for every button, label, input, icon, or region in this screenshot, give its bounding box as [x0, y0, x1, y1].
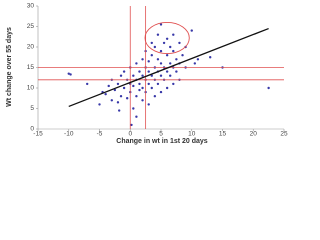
point [165, 37, 169, 40]
point [169, 74, 172, 77]
y-tick-label: 20 [27, 44, 35, 51]
point [135, 62, 138, 65]
point [156, 82, 160, 86]
point [178, 41, 181, 45]
point [132, 84, 135, 88]
point [104, 92, 107, 96]
point [172, 49, 175, 53]
point [138, 70, 141, 73]
point [150, 86, 153, 90]
y-axis-title: Wt change over 55 days [6, 27, 13, 107]
point [150, 41, 153, 45]
point [169, 45, 172, 49]
point [175, 70, 178, 73]
x-tick-label: 0 [128, 131, 132, 138]
point [132, 74, 135, 77]
point [190, 29, 193, 32]
point [162, 41, 166, 45]
point [138, 88, 141, 92]
point [119, 95, 123, 98]
highlight-ellipse [144, 21, 190, 55]
point [181, 54, 184, 57]
x-tick-label: 15 [219, 131, 227, 138]
y-tick-label: 5 [30, 105, 34, 112]
point [165, 54, 169, 57]
point [147, 70, 150, 73]
point [165, 86, 169, 90]
point [113, 88, 117, 92]
point [156, 33, 160, 36]
point [110, 99, 114, 102]
point [159, 49, 163, 53]
point [159, 23, 163, 26]
point [159, 62, 163, 65]
point [116, 82, 120, 86]
point [107, 84, 110, 88]
point [141, 99, 144, 102]
point [209, 56, 212, 59]
x-tick-label: 20 [250, 131, 258, 138]
point [267, 86, 270, 90]
point [130, 123, 133, 127]
point [138, 82, 141, 86]
point [165, 70, 169, 73]
point [141, 74, 144, 77]
point [196, 58, 200, 61]
chart: Change in wt in 1st 20 days Wt change ov… [6, 3, 288, 145]
y-tick-label: 25 [27, 23, 35, 30]
point [172, 82, 175, 86]
point [153, 45, 157, 49]
y-tick-label: 15 [27, 64, 35, 71]
point [135, 115, 138, 118]
point [125, 97, 129, 100]
point [193, 62, 197, 65]
point [141, 58, 144, 61]
point [141, 86, 144, 90]
point [175, 58, 178, 61]
x-tick-label: -5 [97, 131, 103, 138]
point [150, 54, 153, 57]
x-tick-label: 25 [280, 131, 288, 138]
point [147, 82, 150, 86]
point [172, 33, 175, 36]
x-tick-label: -10 [64, 131, 74, 138]
point [159, 74, 163, 77]
point [69, 73, 72, 76]
y-tick-label: 30 [27, 3, 35, 10]
point [135, 95, 138, 98]
point [122, 86, 126, 90]
point [119, 74, 123, 77]
point [169, 62, 172, 65]
point [147, 60, 150, 63]
point [122, 70, 126, 73]
point [116, 101, 120, 104]
x-tick-label: -15 [33, 131, 43, 138]
x-tick-label: 5 [159, 131, 163, 138]
point [117, 109, 121, 112]
point [150, 74, 153, 77]
point [132, 107, 135, 110]
point [67, 72, 70, 75]
point [153, 95, 157, 98]
point [98, 103, 101, 106]
y-tick-label: 0 [30, 126, 34, 133]
point [147, 103, 150, 106]
point [156, 58, 160, 61]
point [159, 90, 163, 94]
x-tick-label: 10 [188, 131, 196, 138]
x-axis-title: Change in wt in 1st 20 days [116, 138, 208, 145]
trend-line [68, 27, 269, 108]
point [86, 82, 89, 86]
y-tick-label: 10 [27, 85, 35, 92]
